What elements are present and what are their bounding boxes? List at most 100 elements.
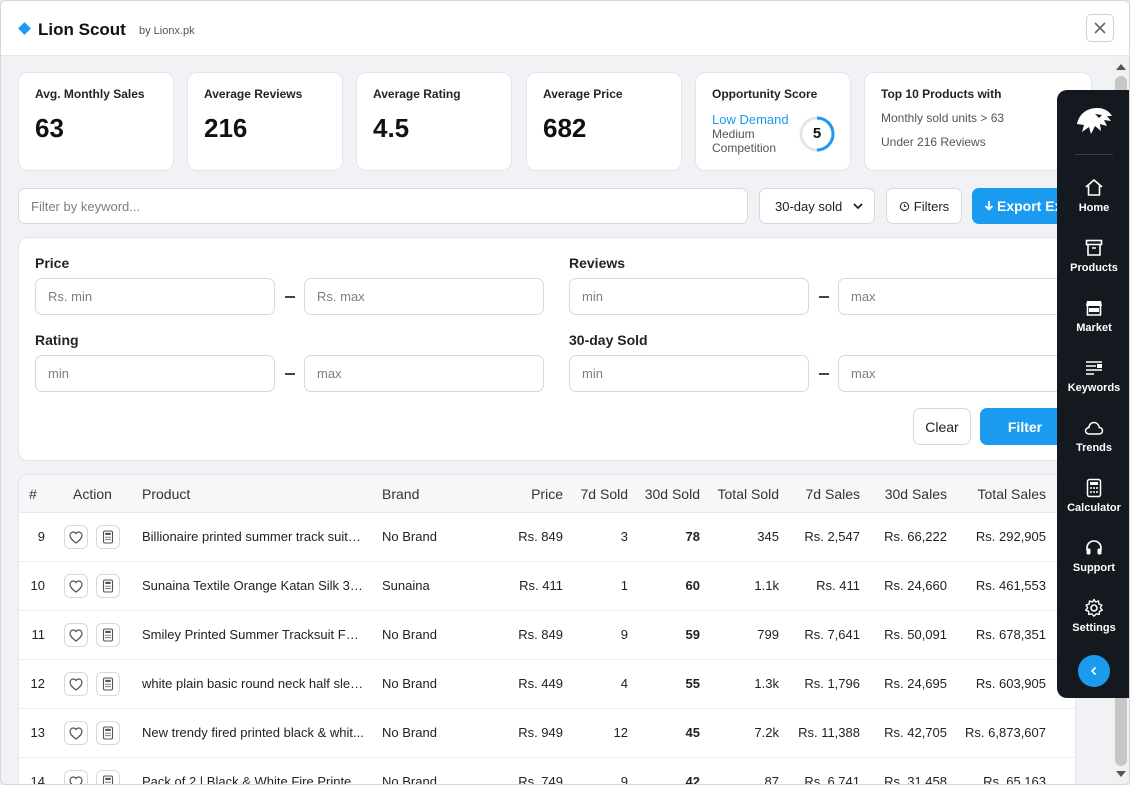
table-row[interactable]: 13 New trendy fired printed black & whit… [19, 709, 1075, 758]
calculate-button[interactable] [96, 574, 120, 598]
nav-item-support[interactable]: Support [1057, 538, 1129, 594]
favorite-button[interactable] [64, 525, 88, 549]
nav-item-trends[interactable]: Trends [1057, 418, 1129, 474]
clear-button[interactable]: Clear [913, 408, 971, 445]
product-name[interactable]: Sunaina Textile Orange Katan Silk 3 ... [142, 578, 364, 593]
sales-7d-value: Rs. 1,796 [804, 676, 860, 691]
price-min-input[interactable] [35, 278, 275, 315]
sales-7d-value: Rs. 2,547 [804, 529, 860, 544]
table-row[interactable]: 14 Pack of 2 | Black & White Fire Printe… [19, 758, 1075, 785]
col-product[interactable]: Product [142, 486, 191, 502]
product-name[interactable]: Smiley Printed Summer Tracksuit For... [142, 627, 364, 642]
nav-item-label: Calculator [1067, 502, 1121, 514]
favorite-button[interactable] [64, 721, 88, 745]
col-num: # [29, 486, 37, 502]
calculate-button[interactable] [96, 721, 120, 745]
stat-label: Average Reviews [204, 87, 303, 101]
apply-filter-button[interactable]: Filter [980, 408, 1070, 445]
favorite-button[interactable] [64, 672, 88, 696]
nav-item-label: Keywords [1067, 382, 1121, 394]
scroll-down-icon[interactable] [1111, 767, 1130, 781]
brand-name: No Brand [382, 529, 437, 544]
product-name[interactable]: Pack of 2 | Black & White Fire Printe... [142, 774, 363, 785]
brand-name: Sunaina [382, 578, 430, 593]
calculator-icon [1086, 478, 1102, 498]
sales-7d-value: Rs. 11,388 [798, 725, 860, 740]
lion-logo-icon [1077, 108, 1112, 134]
product-name[interactable]: Billionaire printed summer track suit f.… [142, 529, 364, 544]
cloud-icon [1084, 421, 1104, 435]
sold-7d-value: 4 [620, 676, 628, 691]
sold-30d-value: 55 [685, 676, 700, 691]
stat-card-opportunity-score: Opportunity Score Low Demand Medium Comp… [695, 72, 851, 171]
col-price[interactable]: Price [531, 486, 563, 502]
sales-30d-value: Rs. 66,222 [884, 529, 947, 544]
row-number: 12 [30, 676, 45, 691]
calculate-button[interactable] [96, 770, 120, 784]
row-number: 9 [37, 529, 45, 544]
brand-name: No Brand [382, 676, 437, 691]
stat-value: 63 [35, 113, 64, 143]
product-name[interactable]: New trendy fired printed black & whit... [142, 725, 364, 740]
col-brand[interactable]: Brand [382, 486, 420, 502]
calculate-button[interactable] [96, 525, 120, 549]
table-row[interactable]: 11 Smiley Printed Summer Tracksuit For..… [19, 611, 1075, 660]
reviews-max-input[interactable] [838, 278, 1078, 315]
nav-item-label: Trends [1075, 442, 1113, 454]
heart-icon [69, 775, 83, 784]
row-number: 13 [30, 725, 45, 740]
nav-item-calculator[interactable]: Calculator [1057, 478, 1129, 534]
range-dash [285, 296, 295, 298]
nav-item-settings[interactable]: Settings [1057, 598, 1129, 654]
nav-item-label: Settings [1072, 622, 1116, 634]
sort-select-value: 30-day sold [775, 198, 843, 214]
calculator-icon [102, 579, 114, 593]
scroll-up-icon[interactable] [1111, 60, 1130, 74]
favorite-button[interactable] [64, 770, 88, 784]
col-total-sold[interactable]: Total Sold [717, 486, 779, 502]
collapse-sidebar-button[interactable] [1078, 655, 1110, 687]
filters-button[interactable]: Filters [886, 188, 962, 224]
range-dash [819, 373, 829, 375]
heart-icon [69, 677, 83, 691]
download-icon [984, 201, 994, 211]
archive-icon [1085, 239, 1103, 256]
sort-select[interactable]: 30-day sold [759, 188, 875, 224]
sold-7d-value: 3 [620, 529, 628, 544]
col-total-sales[interactable]: Total Sales [977, 486, 1046, 502]
table-row[interactable]: 12 white plain basic round neck half sle… [19, 660, 1075, 709]
nav-item-market[interactable]: Market [1057, 298, 1129, 354]
heart-icon [69, 628, 83, 642]
nav-item-keywords[interactable]: Keywords [1057, 358, 1129, 414]
calculate-button[interactable] [96, 623, 120, 647]
nav-item-home[interactable]: Home [1057, 178, 1129, 234]
rating-max-input[interactable] [304, 355, 544, 392]
nav-item-products[interactable]: Products [1057, 238, 1129, 294]
stat-card-average-price: Average Price 682 [526, 72, 682, 171]
table-row[interactable]: 10 Sunaina Textile Orange Katan Silk 3 .… [19, 562, 1075, 611]
stat-label: Average Rating [373, 87, 461, 101]
brand-diamond-icon [18, 22, 31, 35]
col-7d-sold[interactable]: 7d Sold [580, 486, 628, 502]
sales-30d-value: Rs. 24,695 [884, 676, 947, 691]
price-max-input[interactable] [304, 278, 544, 315]
product-name[interactable]: white plain basic round neck half slee..… [142, 676, 364, 691]
table-row[interactable]: 9 Billionaire printed summer track suit … [19, 513, 1075, 562]
sold30-max-input[interactable] [838, 355, 1078, 392]
total-sales-value: Rs. 292,905 [975, 529, 1046, 544]
col-30d-sold[interactable]: 30d Sold [644, 486, 700, 502]
keyword-filter-input[interactable] [18, 188, 748, 224]
sold30-min-input[interactable] [569, 355, 809, 392]
stat-card-average-rating: Average Rating 4.5 [356, 72, 512, 171]
col-7d-sales[interactable]: 7d Sales [805, 486, 860, 502]
col-30d-sales[interactable]: 30d Sales [884, 486, 947, 502]
rating-min-input[interactable] [35, 355, 275, 392]
calculate-button[interactable] [96, 672, 120, 696]
favorite-button[interactable] [64, 574, 88, 598]
score-ring-icon [799, 116, 835, 152]
reviews-min-input[interactable] [569, 278, 809, 315]
favorite-button[interactable] [64, 623, 88, 647]
sales-30d-value: Rs. 31,458 [884, 774, 947, 785]
close-button[interactable] [1086, 14, 1114, 42]
